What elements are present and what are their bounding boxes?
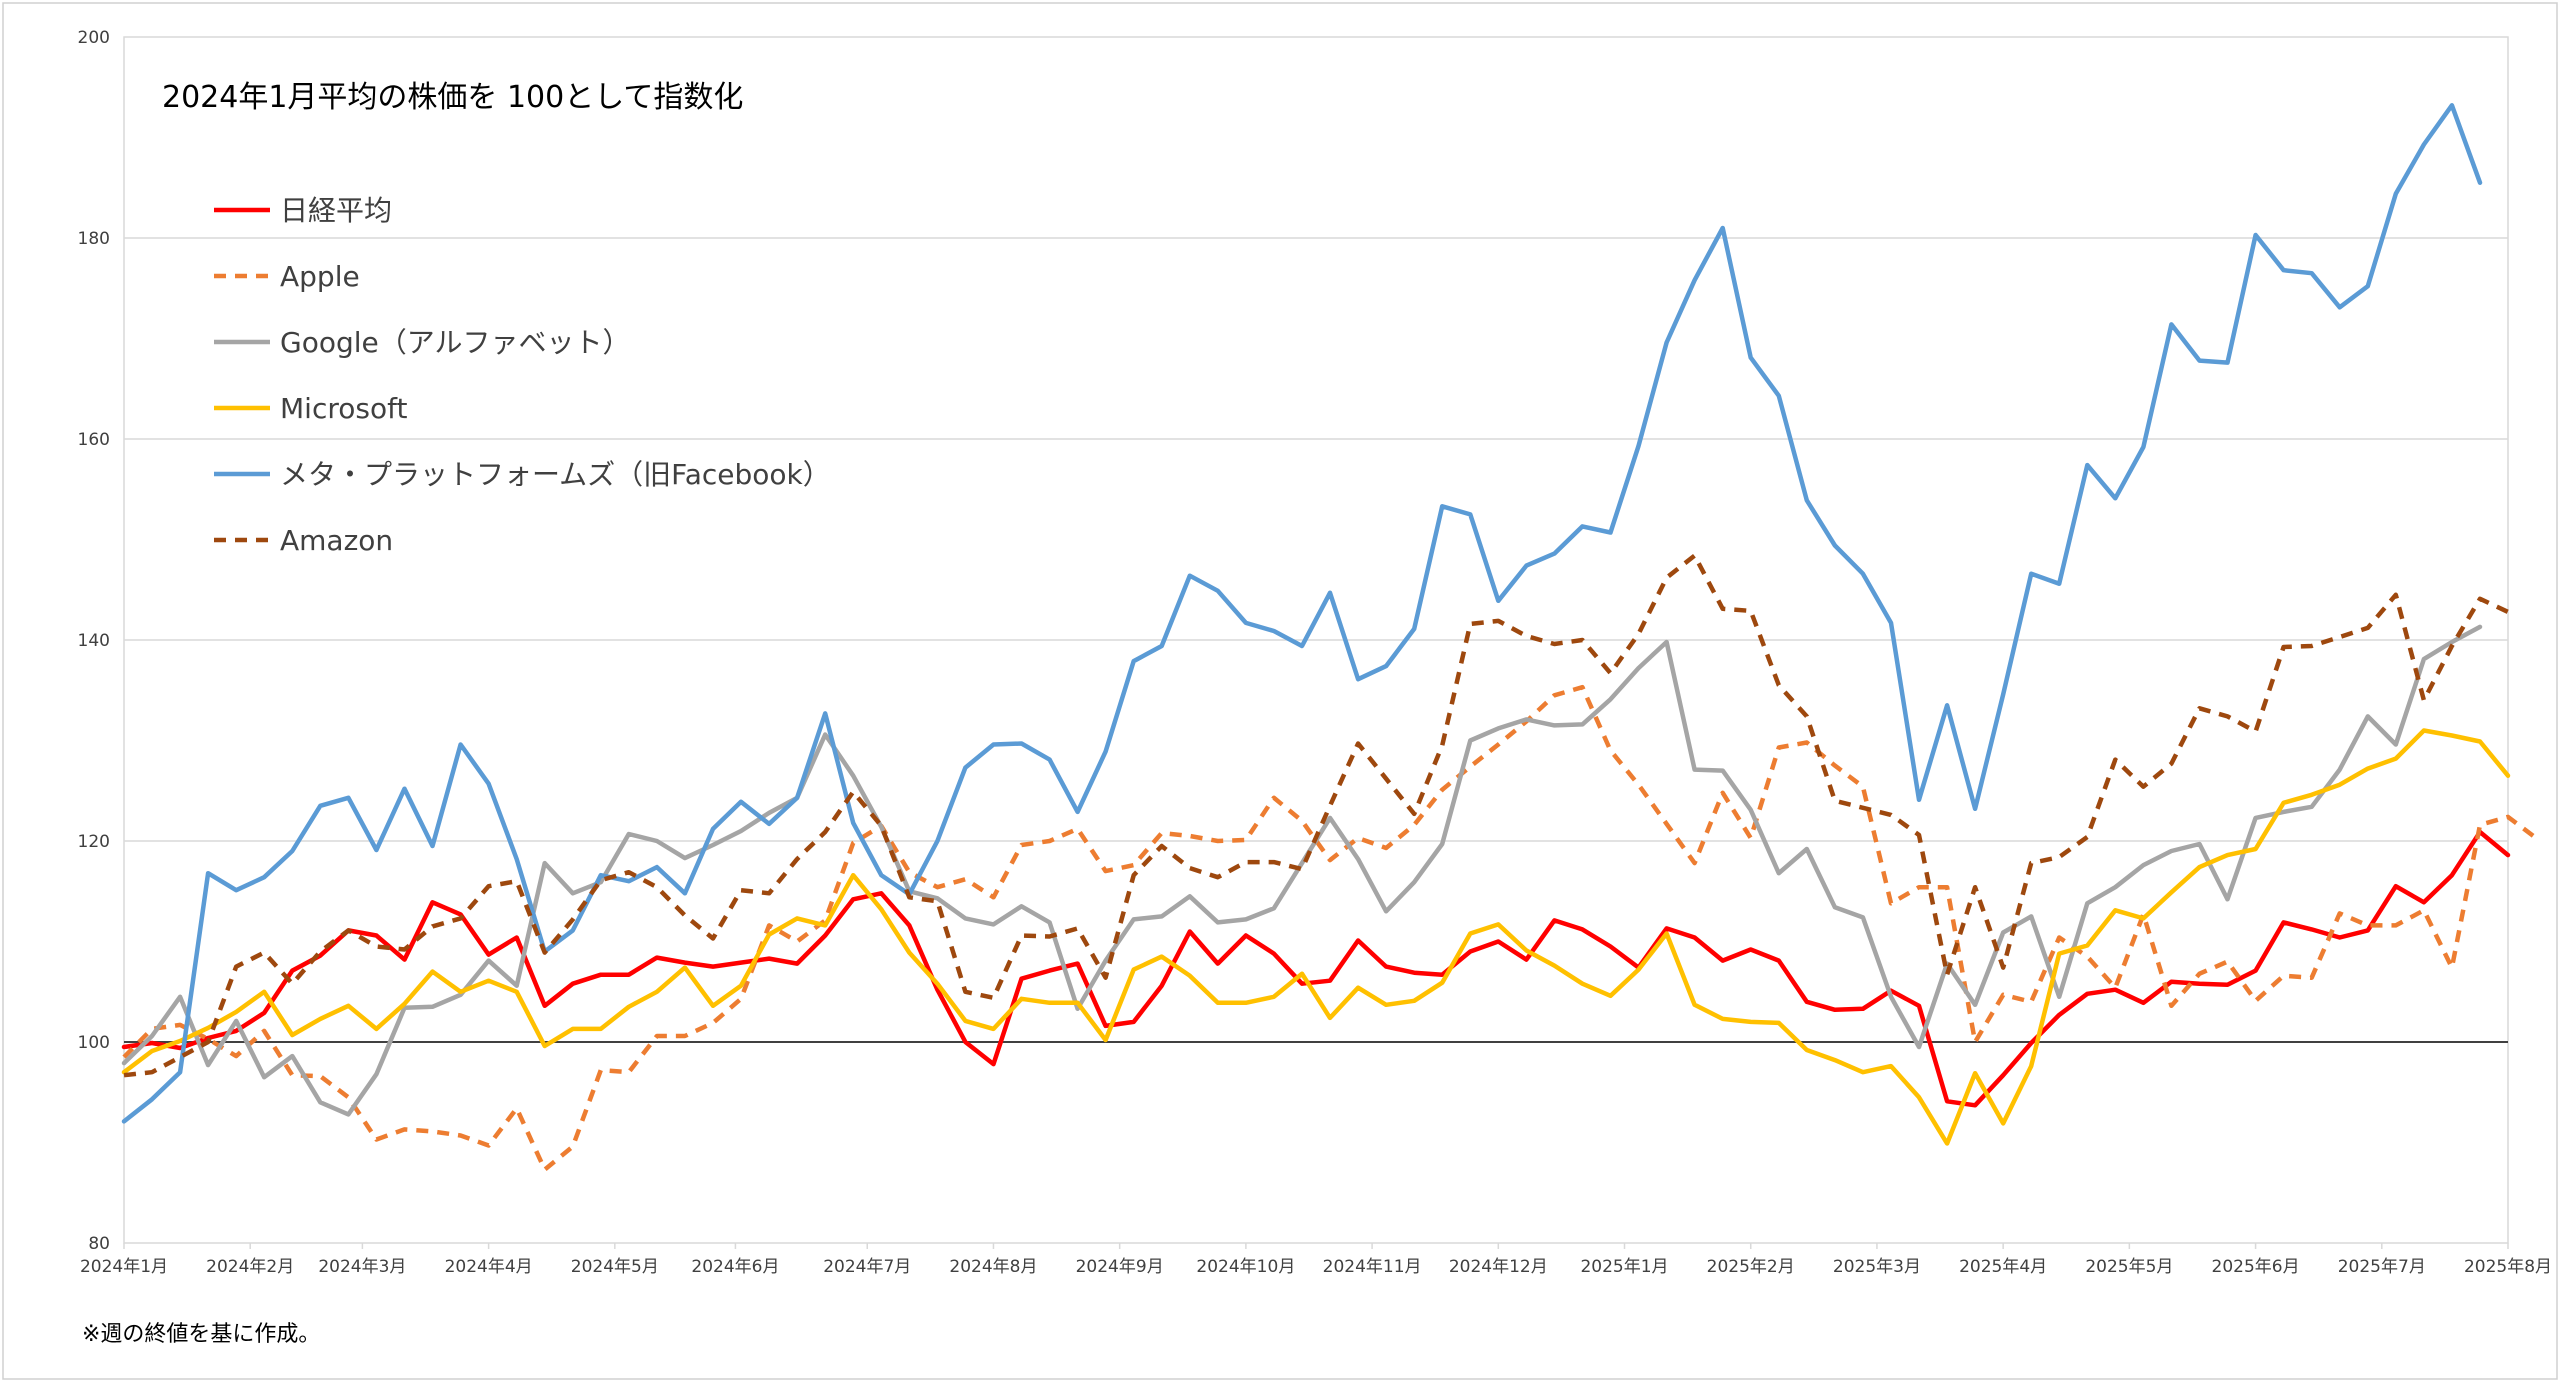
x-tick-label: 2024年6月 [691,1257,779,1277]
x-tick-label: 2024年10月 [1196,1257,1295,1277]
chart-title: 2024年1月平均の株価を 100として指数化 [162,80,744,115]
legend-label: Amazon [280,524,393,557]
series-line-5 [121,103,2483,1124]
x-tick-label: 2025年5月 [2085,1257,2173,1277]
series-line-2 [122,684,2538,1172]
series-line-6 [123,553,2509,1078]
x-tick-label: 2024年12月 [1449,1257,1548,1277]
x-tick-label: 2024年9月 [1076,1257,1164,1277]
x-tick-label: 2024年11月 [1323,1257,1422,1277]
legend-label: Microsoft [280,392,407,425]
x-tick-label: 2024年5月 [571,1257,659,1277]
x-tick-label: 2024年4月 [445,1257,533,1277]
legend-label: Apple [280,260,360,293]
legend-label: Google（アルファベット） [280,326,630,359]
x-tick-label: 2025年8月 [2464,1257,2552,1277]
x-tick-label: 2024年7月 [823,1257,911,1277]
y-tick-label: 80 [88,1234,110,1254]
series-line-4 [121,728,2511,1146]
x-tick-label: 2025年7月 [2338,1257,2426,1277]
footnote: ※週の終値を基に作成。 [82,1322,321,1347]
x-tick-label: 2025年2月 [1707,1257,1795,1277]
y-tick-label: 180 [78,229,110,249]
x-tick-label: 2025年4月 [1959,1257,2047,1277]
legend-label: メタ・プラットフォームズ（旧Facebook） [280,458,831,491]
x-tick-label: 2025年1月 [1580,1257,1668,1277]
x-tick-label: 2025年6月 [2212,1257,2300,1277]
y-tick-label: 200 [78,28,110,48]
legend-label: 日経平均 [280,194,392,227]
y-tick-label: 140 [78,631,110,651]
series-line-1 [121,829,2511,1108]
y-tick-label: 120 [78,832,110,852]
series-line-3 [121,624,2483,1117]
x-tick-label: 2024年2月 [206,1257,294,1277]
x-tick-label: 2024年1月 [80,1257,168,1277]
y-tick-label: 100 [78,1033,110,1053]
x-tick-label: 2024年8月 [949,1257,1037,1277]
x-tick-label: 2025年3月 [1833,1257,1921,1277]
y-tick-label: 160 [78,430,110,450]
x-tick-label: 2024年3月 [318,1257,406,1277]
